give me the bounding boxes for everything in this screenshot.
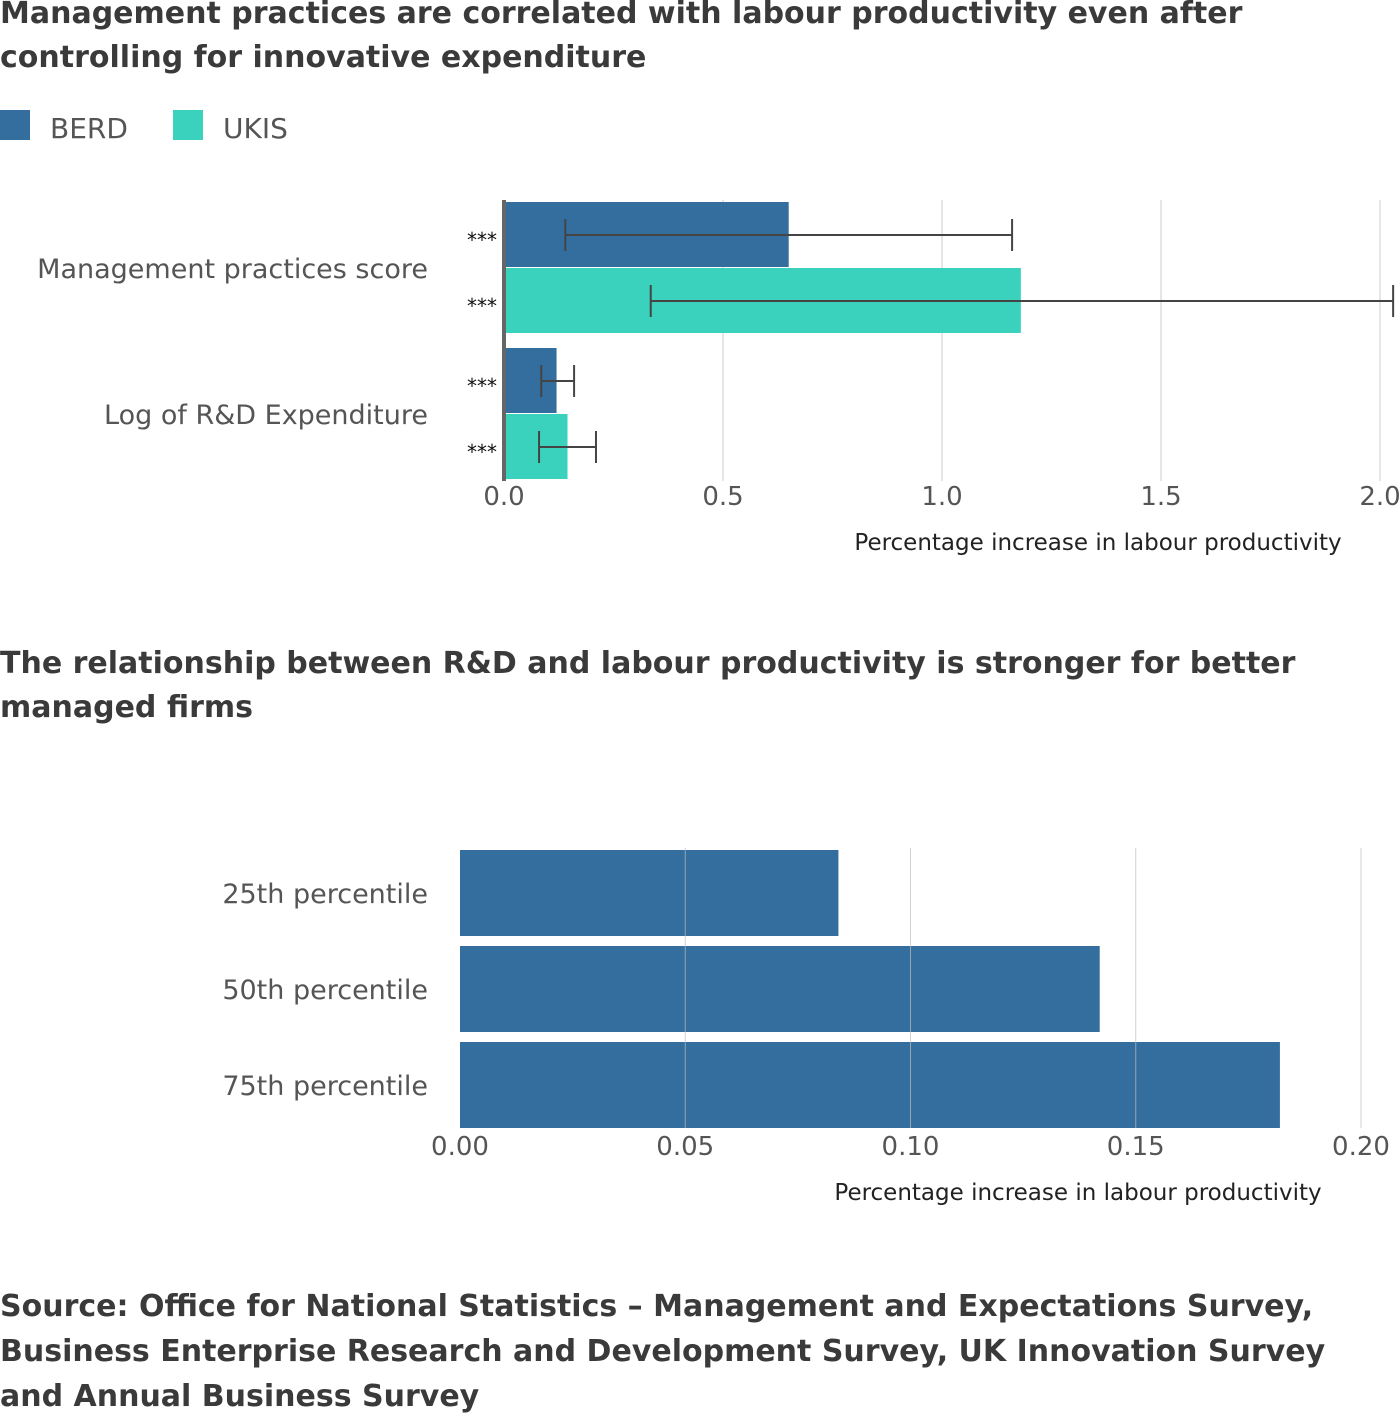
chart1-title: Management practices are correlated with… (0, 0, 1243, 75)
x-tick-label: 0.05 (656, 1132, 714, 1162)
significance-label: *** (467, 440, 497, 464)
category-label: Management practices score (37, 254, 428, 285)
x-tick-label: 1.0 (921, 482, 962, 512)
bar (460, 850, 839, 936)
category-label: 50th percentile (222, 975, 428, 1006)
x-tick-label: 0.0 (483, 482, 524, 512)
category-label: 75th percentile (222, 1071, 428, 1102)
chart1-plot: 0.0 0.5 1.0 1.5 2.0 Management practices scor… (37, 200, 1400, 556)
legend-swatch-berd (0, 110, 30, 140)
chart2-plot: 25th percentile 50th percentile 75th perce… (222, 848, 1390, 1206)
significance-label: *** (467, 374, 497, 398)
x-axis-label: Percentage increase in labour productivi… (854, 530, 1341, 556)
significance-label: *** (467, 228, 497, 252)
x-tick-label: 2.0 (1359, 482, 1400, 512)
category-label: 25th percentile (222, 879, 428, 910)
legend-label-ukis: UKIS (223, 112, 288, 145)
bar (460, 1042, 1280, 1128)
x-tick-label: 0.20 (1332, 1132, 1390, 1162)
x-tick-label: 1.5 (1140, 482, 1181, 512)
x-axis-label: Percentage increase in labour productivi… (834, 1180, 1321, 1206)
chart2-title: The relationship between R&D and labour … (0, 646, 1296, 725)
bar (460, 946, 1100, 1032)
category-label: Log of R&D Expenditure (104, 400, 428, 431)
x-tick-label: 0.10 (882, 1132, 940, 1162)
legend-swatch-ukis (173, 110, 203, 140)
x-tick-label: 0.00 (431, 1132, 489, 1162)
source-note: Source: Office for National Statistics –… (0, 1289, 1326, 1414)
x-tick-label: 0.15 (1107, 1132, 1165, 1162)
significance-label: *** (467, 294, 497, 318)
legend-label-berd: BERD (50, 112, 128, 145)
x-tick-label: 0.5 (702, 482, 743, 512)
